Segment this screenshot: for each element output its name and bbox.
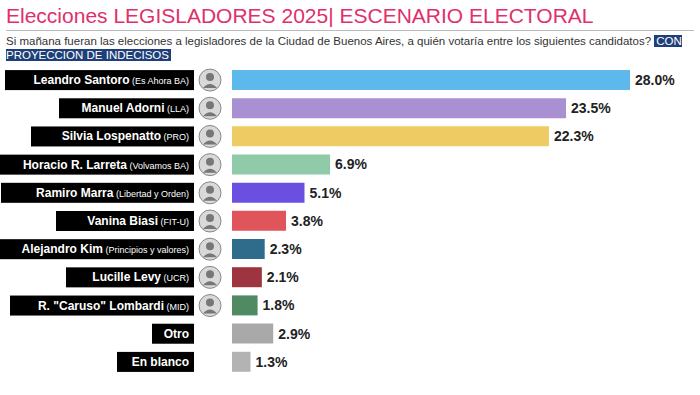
- svg-text:Silvia Lospenatto (PRO): Silvia Lospenatto (PRO): [62, 129, 189, 143]
- svg-text:6.9%: 6.9%: [335, 156, 367, 172]
- svg-text:Ramiro Marra (Libertad y Orden: Ramiro Marra (Libertad y Orden): [36, 186, 189, 200]
- svg-text:3.8%: 3.8%: [291, 213, 323, 229]
- svg-text:En blanco: En blanco: [132, 355, 189, 369]
- svg-text:Otro: Otro: [164, 327, 189, 341]
- html-text:Elecciones LEGISLADORES 2025|: Elecciones LEGISLADORES 2025| ESCENARIO …: [6, 4, 594, 27]
- svg-text:28.0%: 28.0%: [635, 72, 675, 88]
- svg-text:2.9%: 2.9%: [278, 326, 310, 342]
- svg-text:Alejandro Kim (Principios y va: Alejandro Kim (Principios y valores): [22, 242, 189, 256]
- svg-text:23.5%: 23.5%: [571, 100, 611, 116]
- svg-text:5.1%: 5.1%: [309, 185, 341, 201]
- svg-text:Leandro Santoro (Es Ahora BA): Leandro Santoro (Es Ahora BA): [33, 73, 189, 87]
- svg-text:R. "Caruso" Lombardi (MID): R. "Caruso" Lombardi (MID): [38, 299, 189, 313]
- html-text:Si mañana fueran las eleccione: Si mañana fueran las elecciones a legisl…: [6, 35, 682, 61]
- svg-text:Horacio R. Larreta (Volvamos B: Horacio R. Larreta (Volvamos BA): [23, 158, 189, 172]
- svg-text:Vanina Biasi (FIT-U): Vanina Biasi (FIT-U): [87, 214, 189, 228]
- svg-text:2.1%: 2.1%: [267, 269, 299, 285]
- svg-text:1.3%: 1.3%: [255, 354, 287, 370]
- svg-text:1.8%: 1.8%: [263, 297, 295, 313]
- svg-text:2.3%: 2.3%: [270, 241, 302, 257]
- svg-text:22.3%: 22.3%: [554, 128, 594, 144]
- svg-text:Manuel Adorni (LLA): Manuel Adorni (LLA): [82, 101, 189, 115]
- svg-text:Lucille Levy (UCR): Lucille Levy (UCR): [92, 270, 189, 284]
